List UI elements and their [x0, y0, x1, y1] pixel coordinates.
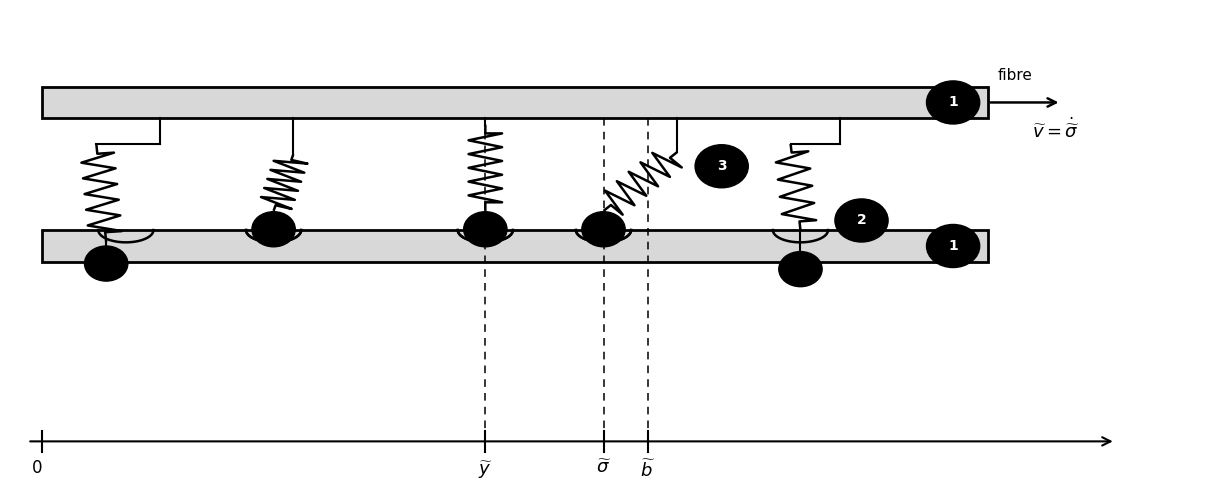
Circle shape [84, 246, 128, 281]
Circle shape [927, 224, 980, 268]
Circle shape [252, 212, 296, 247]
Text: 1: 1 [949, 95, 958, 109]
Circle shape [695, 145, 748, 188]
Text: fibre: fibre [997, 67, 1032, 83]
Bar [42, 87, 987, 119]
Text: $\widetilde{y}$: $\widetilde{y}$ [478, 459, 492, 481]
Text: $\widetilde{b}$: $\widetilde{b}$ [640, 459, 655, 481]
Circle shape [463, 212, 507, 247]
Bar [42, 230, 987, 262]
Text: 3: 3 [717, 159, 727, 173]
Text: 1: 1 [949, 239, 958, 253]
Circle shape [835, 199, 888, 242]
Circle shape [582, 212, 625, 247]
Circle shape [779, 251, 822, 287]
Text: 0: 0 [33, 459, 42, 477]
Text: $\widetilde{\sigma}$: $\widetilde{\sigma}$ [596, 459, 611, 477]
Text: $\widetilde{v} = \dot{\widetilde{\sigma}}$: $\widetilde{v} = \dot{\widetilde{\sigma}… [1032, 118, 1080, 143]
Circle shape [927, 81, 980, 124]
Text: 2: 2 [857, 214, 867, 227]
